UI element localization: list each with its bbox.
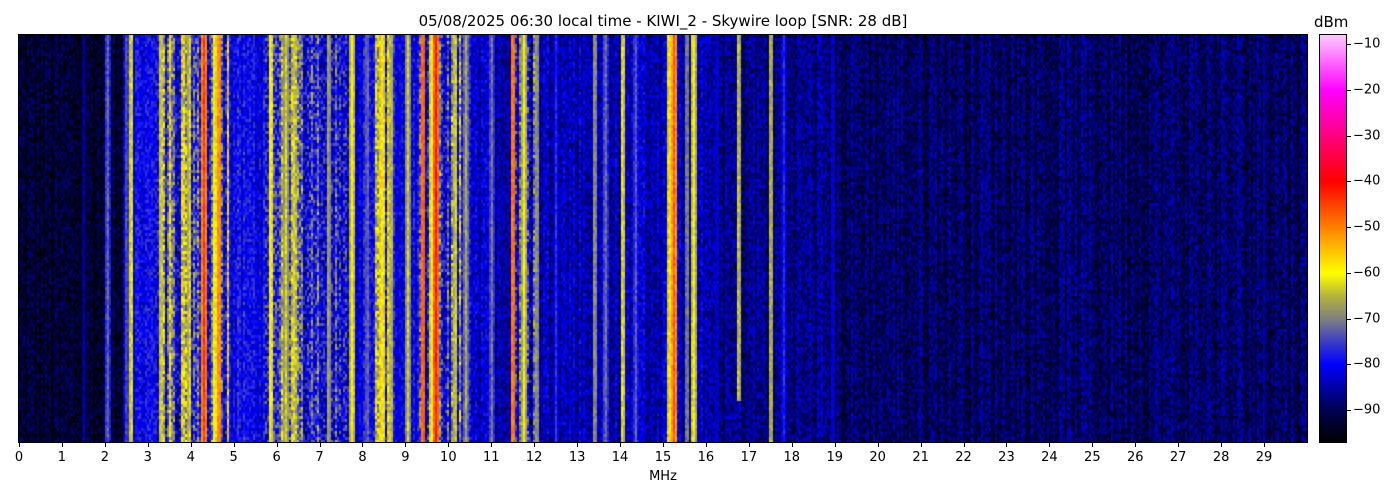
x-tick-label: 9 [401, 450, 410, 465]
x-tick-label: 26 [1126, 450, 1144, 465]
colorbar-tick-label: −50 [1353, 219, 1381, 235]
x-tick-label: 12 [525, 450, 543, 465]
x-tick-label: 19 [826, 450, 843, 465]
x-tick-label: 29 [1255, 450, 1273, 465]
x-tick-mark [791, 442, 793, 447]
x-tick-mark [963, 442, 965, 447]
x-tick-label: 6 [272, 450, 281, 465]
x-tick-label: 4 [186, 450, 195, 465]
colorbar-tick-mark [1346, 227, 1351, 229]
x-tick-mark [1006, 442, 1008, 447]
x-tick-mark [1178, 442, 1180, 447]
x-axis-label: MHz [649, 469, 677, 484]
x-tick-label: 3 [143, 450, 152, 465]
x-tick-label: 20 [869, 450, 886, 465]
colorbar-tick-mark [1346, 318, 1351, 320]
x-tick-mark [920, 442, 922, 447]
x-tick-mark [877, 442, 879, 447]
x-tick-mark [1135, 442, 1137, 447]
x-tick-label: 17 [740, 450, 758, 465]
x-tick-mark [147, 442, 149, 447]
colorbar-tick-mark [1346, 135, 1351, 137]
colorbar-tick-label: −20 [1353, 82, 1381, 98]
x-tick-label: 24 [1041, 450, 1058, 465]
x-tick-mark [104, 442, 106, 447]
x-tick-label: 7 [315, 450, 324, 465]
colorbar-tick-label: −80 [1353, 356, 1381, 372]
x-tick-label: 15 [654, 450, 672, 465]
colorbar-tick-label: −60 [1353, 265, 1381, 281]
colorbar-tick-mark [1346, 272, 1351, 274]
x-tick-label: 28 [1212, 450, 1230, 465]
x-tick-mark [1092, 442, 1094, 447]
colorbar-tick-mark [1346, 89, 1351, 91]
x-tick-mark [319, 442, 321, 447]
x-tick-label: 14 [611, 450, 629, 465]
colorbar-tick-mark [1346, 44, 1351, 46]
x-tick-label: 2 [100, 450, 109, 465]
x-tick-label: 5 [229, 450, 238, 465]
x-tick-mark [577, 442, 579, 447]
x-tick-mark [61, 442, 63, 447]
x-tick-mark [1264, 442, 1266, 447]
colorbar-tick-label: −30 [1353, 128, 1381, 144]
x-tick-mark [362, 442, 364, 447]
x-tick-label: 10 [440, 450, 457, 465]
x-tick-mark [663, 442, 664, 447]
colorbar-tick-label: −70 [1353, 311, 1381, 327]
colorbar-tick-label: −10 [1353, 36, 1381, 52]
x-tick-label: 18 [783, 450, 801, 465]
colorbar-tick-mark [1346, 181, 1351, 183]
x-tick-mark [534, 442, 536, 447]
waterfall-heatmap [18, 34, 1308, 443]
colorbar-tick-mark [1346, 364, 1351, 366]
x-tick-label: 13 [568, 450, 586, 465]
x-tick-mark [1221, 442, 1223, 447]
x-tick-label: 27 [1169, 450, 1187, 465]
x-tick-mark [405, 442, 407, 447]
x-tick-label: 1 [57, 450, 67, 465]
colorbar [1319, 34, 1347, 443]
x-tick-mark [748, 442, 750, 447]
x-tick-mark [834, 442, 836, 447]
x-tick-mark [276, 442, 278, 447]
x-tick-label: 25 [1084, 450, 1101, 465]
colorbar-tick-label: −40 [1353, 173, 1381, 189]
x-tick-label: 8 [358, 450, 367, 465]
x-tick-label: 22 [955, 450, 972, 465]
x-tick-label: 16 [697, 450, 715, 465]
x-tick-mark [620, 442, 622, 447]
x-tick-label: 11 [482, 450, 500, 465]
x-tick-label: 0 [14, 450, 24, 465]
x-tick-mark [491, 442, 493, 447]
colorbar-tick-label: −90 [1353, 402, 1381, 418]
x-tick-mark [190, 442, 192, 447]
chart-title: 05/08/2025 06:30 local time - KIWI_2 - S… [418, 12, 908, 30]
x-tick-mark [19, 442, 20, 447]
x-tick-mark [705, 442, 707, 447]
x-tick-label: 21 [912, 450, 929, 465]
x-tick-mark [233, 442, 235, 447]
x-tick-label: 23 [998, 450, 1015, 465]
x-tick-mark [448, 442, 450, 447]
colorbar-label: dBm [1314, 13, 1349, 31]
colorbar-tick-mark [1346, 409, 1351, 411]
x-tick-mark [1049, 442, 1051, 447]
